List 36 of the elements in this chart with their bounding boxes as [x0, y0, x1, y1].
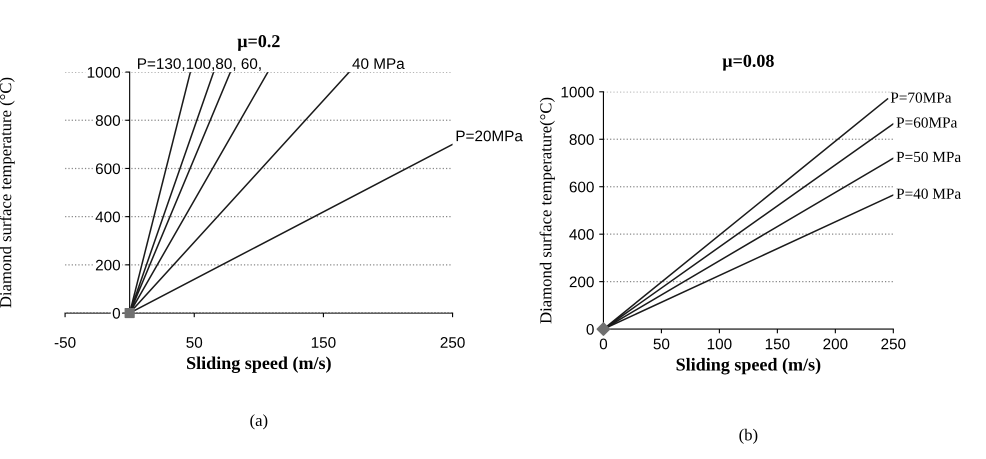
- x-tick-label: -50: [54, 337, 76, 348]
- y-axis-title: Diamond surface temperature(°C): [540, 98, 555, 324]
- y-tick-label: 800: [570, 134, 594, 145]
- series-label: 40 MPa: [352, 58, 405, 70]
- x-tick-label: 100: [708, 338, 732, 350]
- x-tick-label: 250: [440, 337, 465, 348]
- chart-title: μ=0.2: [238, 35, 280, 51]
- series-label: P=20MPa: [456, 130, 523, 142]
- y-tick-label: 600: [570, 182, 594, 192]
- y-tick-label: 0: [112, 308, 120, 319]
- x-tick-label: 50: [186, 337, 202, 348]
- y-tick-label: 800: [96, 115, 120, 126]
- x-tick-label: 250: [881, 338, 906, 350]
- text: (b): [739, 428, 758, 444]
- series-label: P=70MPa: [890, 92, 952, 103]
- x-tick-label: 150: [312, 337, 336, 348]
- series-label: P=50 MPa: [896, 152, 961, 162]
- y-tick-label: 400: [95, 212, 120, 222]
- x-tick-label: 200: [823, 338, 848, 350]
- chart-title: μ=0.08: [722, 54, 774, 71]
- y-tick-label: 400: [569, 229, 594, 240]
- series-label: P=60MPa: [896, 117, 958, 128]
- text: (a): [250, 414, 268, 430]
- x-tick-label: 150: [766, 338, 790, 350]
- y-tick-label: 200: [570, 276, 594, 288]
- y-tick-label: 200: [96, 260, 120, 271]
- y-tick-label: 600: [96, 163, 120, 174]
- x-tick-label: 50: [654, 338, 670, 350]
- y-tick-label: 1000: [562, 86, 594, 98]
- x-axis-title: Sliding speed (m/s): [187, 356, 331, 373]
- y-tick-label: 0: [586, 324, 594, 335]
- series-label: P=40 MPa: [896, 188, 961, 199]
- y-tick-label: 1000: [88, 66, 120, 78]
- x-axis-title: Sliding speed (m/s): [676, 358, 820, 374]
- text: P=130,100,80, 60,: [138, 58, 261, 71]
- x-tick-label: 0: [600, 338, 608, 350]
